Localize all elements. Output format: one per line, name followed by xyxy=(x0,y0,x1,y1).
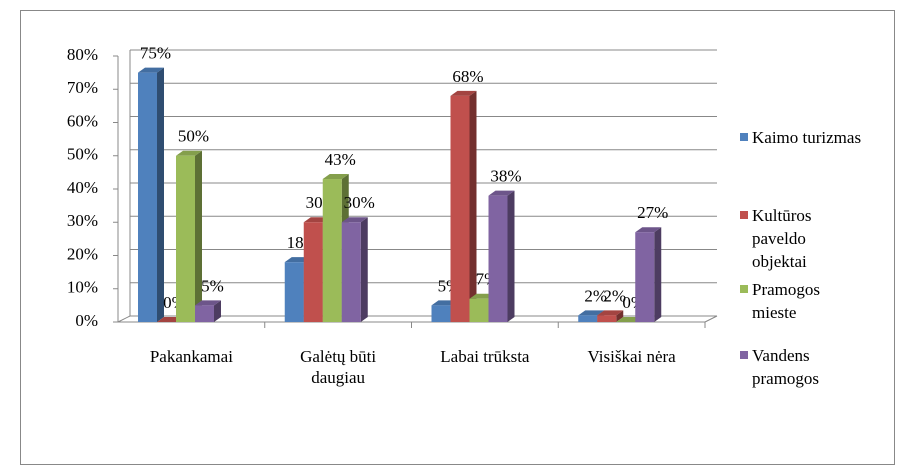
bar xyxy=(195,305,214,322)
bar-side xyxy=(616,310,624,322)
bar-top xyxy=(488,190,515,196)
bar-side xyxy=(469,90,477,323)
y-tick-label: 80% xyxy=(67,45,98,64)
data-label: 27% xyxy=(637,203,668,222)
bar-top xyxy=(578,310,605,316)
legend-label: Kultūros paveldo objektai xyxy=(740,204,834,273)
data-label: 43% xyxy=(325,150,356,169)
y-tick-label: 0% xyxy=(75,311,98,330)
bar xyxy=(341,222,361,322)
legend-swatch xyxy=(740,351,748,359)
y-tick-label: 70% xyxy=(67,78,98,97)
bar xyxy=(635,232,655,322)
bar-side xyxy=(195,150,202,322)
bar xyxy=(597,315,617,322)
bar-top xyxy=(322,174,349,180)
x-tick-label: Pakankamai xyxy=(149,347,233,366)
bar-top xyxy=(195,300,221,306)
bar xyxy=(176,155,195,322)
bar xyxy=(450,95,470,323)
y-tick-label: 60% xyxy=(67,111,98,130)
data-label: 2% xyxy=(603,286,626,305)
bar xyxy=(469,298,489,322)
bar-side xyxy=(654,227,662,322)
bar-side xyxy=(507,190,515,322)
data-label: 2% xyxy=(584,286,607,305)
bar xyxy=(322,179,342,322)
legend-label: Kaimo turizmas xyxy=(740,126,861,149)
bar xyxy=(303,222,323,322)
legend-swatch xyxy=(740,211,748,219)
y-tick-label: 10% xyxy=(67,278,98,297)
bar-top xyxy=(341,217,368,223)
bar-side xyxy=(214,300,221,322)
y-tick-label: 30% xyxy=(67,211,98,230)
bar xyxy=(488,195,508,322)
legend-swatch xyxy=(740,133,748,141)
data-label: 68% xyxy=(452,67,483,86)
x-tick-label: Labai trūksta xyxy=(440,347,530,366)
bar-side xyxy=(360,217,368,322)
x-tick-label: Galėtų būti daugiau xyxy=(300,347,377,387)
data-label: 50% xyxy=(178,127,209,146)
bar xyxy=(138,72,157,322)
bar xyxy=(284,262,304,322)
bar-top xyxy=(635,227,662,233)
bar-top xyxy=(597,310,624,316)
y-tick-label: 50% xyxy=(67,145,98,164)
y-tick-label: 20% xyxy=(67,244,98,263)
bar xyxy=(578,315,598,322)
bar-top xyxy=(138,67,164,73)
wall-edge xyxy=(117,315,131,323)
legend-label: Vandens pramogos xyxy=(740,344,834,390)
data-label: 75% xyxy=(140,44,171,63)
data-label: 38% xyxy=(490,167,521,186)
data-label: 5% xyxy=(201,276,224,295)
y-tick-label: 40% xyxy=(67,178,98,197)
bar xyxy=(431,305,451,322)
bar-top xyxy=(450,90,477,96)
data-label: 30% xyxy=(344,193,375,212)
legend-label: Pramogos mieste xyxy=(740,278,834,324)
legend-swatch xyxy=(740,285,748,293)
bar-top xyxy=(176,150,202,156)
x-tick-label: Visiškai nėra xyxy=(587,347,676,366)
bar-side xyxy=(157,67,164,322)
floor-edge xyxy=(704,315,718,323)
